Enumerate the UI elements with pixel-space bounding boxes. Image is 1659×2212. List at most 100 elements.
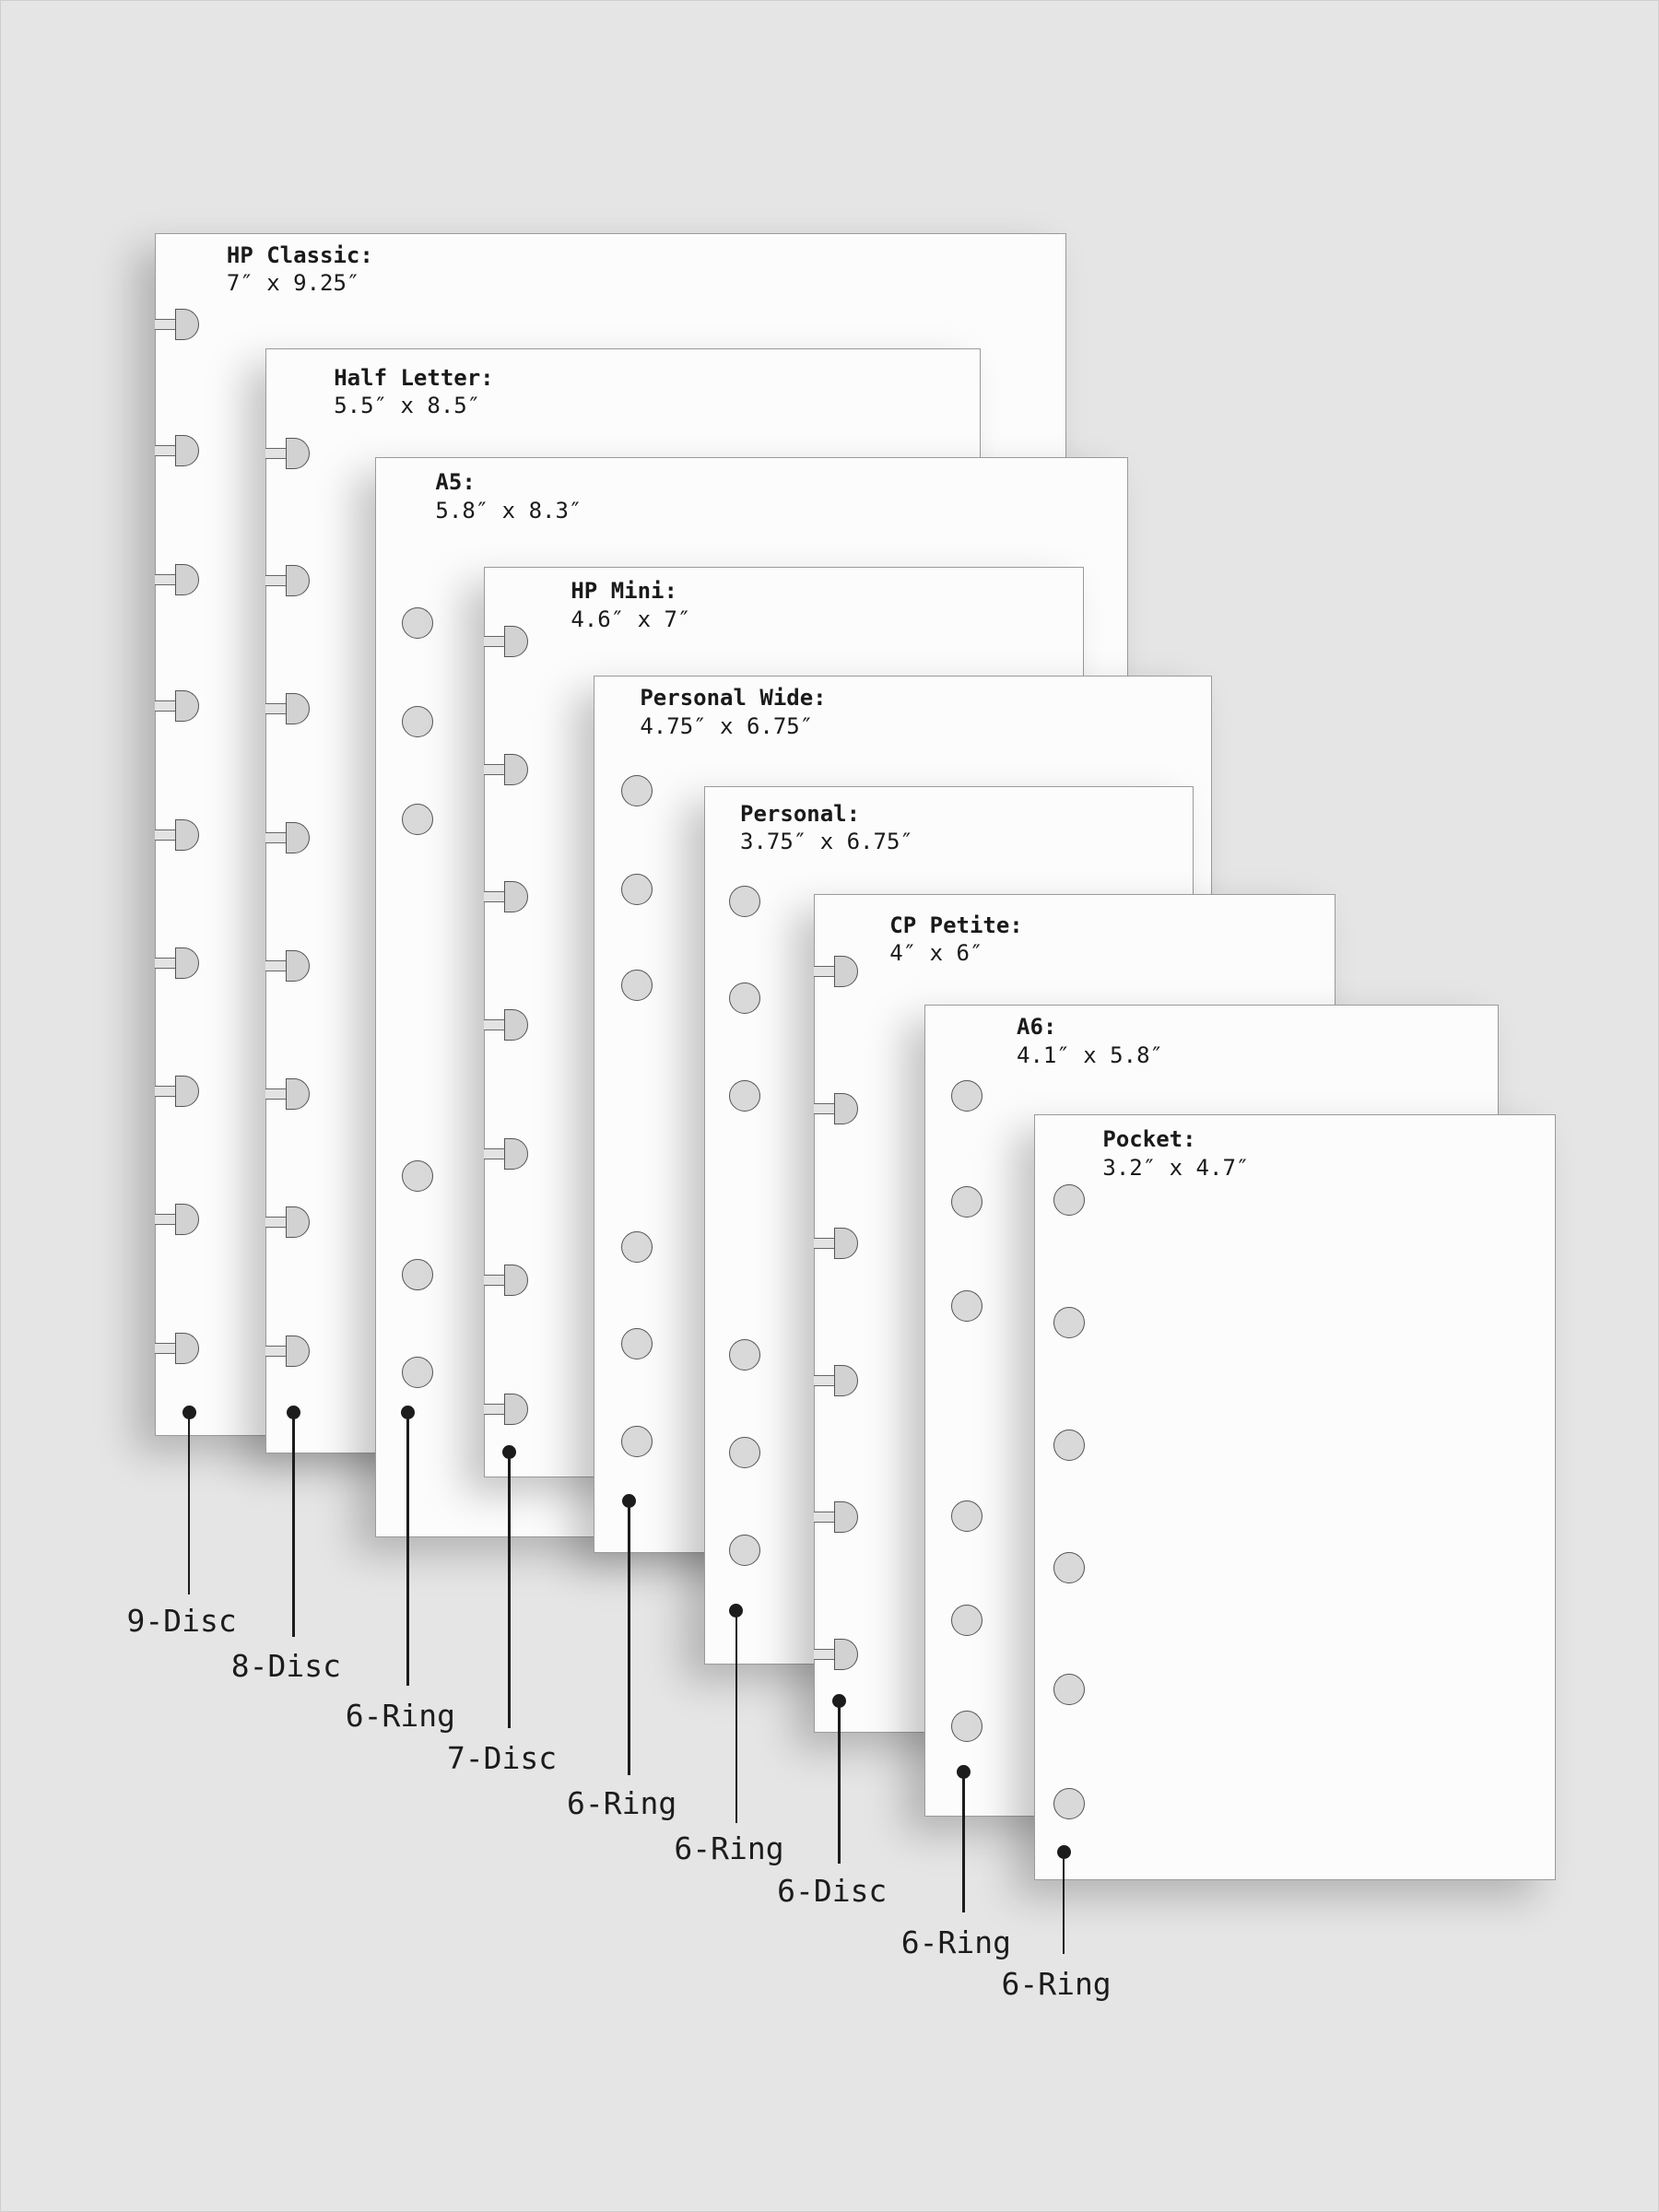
disc-notch-icon — [265, 448, 288, 460]
size-name: HP Mini: — [571, 578, 677, 604]
ring-hole-icon — [728, 982, 760, 1015]
disc-notch-icon — [265, 1345, 288, 1357]
size-dimensions: 4.75″ x 6.75″ — [640, 712, 814, 739]
ring-hole-icon — [1053, 1307, 1085, 1339]
disc-notch-icon — [265, 1088, 288, 1100]
ring-hole-icon — [401, 1356, 433, 1388]
size-name: Personal: — [740, 800, 861, 827]
leader-line — [628, 1500, 630, 1775]
size-dimensions: 4.1″ x 5.8″ — [1017, 1041, 1163, 1068]
binding-label: 6-Ring — [1001, 1965, 1112, 2002]
leader-line — [406, 1412, 409, 1687]
disc-notch-icon — [265, 831, 288, 843]
ring-hole-icon — [728, 1079, 760, 1112]
ring-hole-icon — [951, 1500, 983, 1532]
ring-hole-icon — [621, 1328, 653, 1360]
size-dimensions: 5.5″ x 8.5″ — [334, 393, 481, 419]
ring-hole-icon — [1053, 1552, 1085, 1584]
disc-notch-icon — [155, 445, 178, 457]
ring-hole-icon — [621, 874, 653, 906]
disc-hole-icon — [504, 1265, 528, 1297]
binding-label: 7-Disc — [446, 1739, 558, 1776]
disc-hole-icon — [175, 690, 200, 723]
size-dimensions: 4″ x 6″ — [889, 940, 983, 967]
binding-label: 6-Disc — [777, 1872, 888, 1909]
ring-hole-icon — [728, 1436, 760, 1468]
binding-label: 6-Ring — [345, 1697, 455, 1734]
disc-hole-icon — [504, 1009, 528, 1041]
ring-hole-icon — [1053, 1430, 1085, 1462]
ring-hole-icon — [401, 606, 433, 639]
ring-hole-icon — [621, 1230, 653, 1263]
leader-line — [292, 1412, 295, 1637]
disc-notch-icon — [155, 1214, 178, 1226]
size-name: CP Petite: — [889, 912, 1023, 938]
disc-notch-icon — [265, 703, 288, 715]
ring-hole-icon — [728, 1534, 760, 1566]
disc-hole-icon — [504, 754, 528, 786]
disc-hole-icon — [175, 435, 200, 467]
ring-hole-icon — [401, 803, 433, 835]
disc-notch-icon — [155, 573, 178, 585]
disc-notch-icon — [484, 1019, 506, 1031]
disc-hole-icon — [285, 565, 310, 597]
leader-line — [962, 1771, 965, 1913]
disc-notch-icon — [484, 1147, 506, 1159]
ring-hole-icon — [951, 1289, 983, 1322]
disc-notch-icon — [484, 890, 506, 902]
disc-hole-icon — [834, 1092, 859, 1124]
disc-hole-icon — [504, 1393, 528, 1425]
leader-line — [838, 1700, 841, 1864]
ring-hole-icon — [401, 1159, 433, 1192]
disc-notch-icon — [814, 966, 837, 978]
disc-hole-icon — [834, 1228, 859, 1260]
ring-hole-icon — [951, 1079, 983, 1112]
ring-hole-icon — [401, 1259, 433, 1291]
size-dimensions: 5.8″ x 8.3″ — [435, 497, 582, 524]
disc-notch-icon — [265, 1217, 288, 1229]
disc-hole-icon — [504, 625, 528, 657]
disc-notch-icon — [155, 1342, 178, 1354]
ring-hole-icon — [621, 1425, 653, 1457]
size-name: HP Classic: — [226, 241, 373, 268]
leader-line — [187, 1412, 191, 1594]
binding-label: 9-Disc — [126, 1603, 237, 1640]
disc-hole-icon — [175, 1076, 200, 1108]
disc-hole-icon — [175, 818, 200, 851]
ring-hole-icon — [951, 1605, 983, 1637]
disc-hole-icon — [285, 438, 310, 470]
disc-hole-icon — [175, 947, 200, 979]
disc-notch-icon — [265, 575, 288, 587]
disc-notch-icon — [484, 1275, 506, 1287]
disc-hole-icon — [834, 1638, 859, 1670]
disc-notch-icon — [814, 1238, 837, 1250]
ring-hole-icon — [951, 1185, 983, 1218]
ring-hole-icon — [1053, 1788, 1085, 1820]
disc-hole-icon — [175, 1332, 200, 1364]
disc-notch-icon — [814, 1374, 837, 1386]
disc-hole-icon — [175, 308, 200, 340]
disc-hole-icon — [175, 563, 200, 595]
binding-label: 6-Ring — [900, 1924, 1012, 1961]
binding-label: 8-Disc — [230, 1648, 341, 1685]
size-dimensions: 3.75″ x 6.75″ — [740, 829, 913, 855]
size-name: A5: — [435, 469, 476, 496]
ring-hole-icon — [621, 775, 653, 807]
ring-hole-icon — [728, 885, 760, 917]
ring-hole-icon — [728, 1339, 760, 1371]
disc-notch-icon — [484, 635, 506, 647]
disc-hole-icon — [504, 880, 528, 912]
disc-notch-icon — [484, 1403, 506, 1415]
disc-notch-icon — [484, 764, 506, 776]
size-dimensions: 3.2″ x 4.7″ — [1102, 1155, 1250, 1182]
size-name: Half Letter: — [334, 364, 494, 391]
leader-line — [735, 1610, 738, 1823]
size-dimensions: 7″ x 9.25″ — [226, 270, 360, 297]
disc-hole-icon — [285, 949, 310, 982]
disc-notch-icon — [155, 318, 178, 330]
disc-notch-icon — [155, 700, 178, 712]
disc-hole-icon — [285, 821, 310, 853]
ring-hole-icon — [1053, 1674, 1085, 1706]
leader-line — [508, 1452, 511, 1728]
binding-label: 6-Ring — [567, 1784, 677, 1821]
